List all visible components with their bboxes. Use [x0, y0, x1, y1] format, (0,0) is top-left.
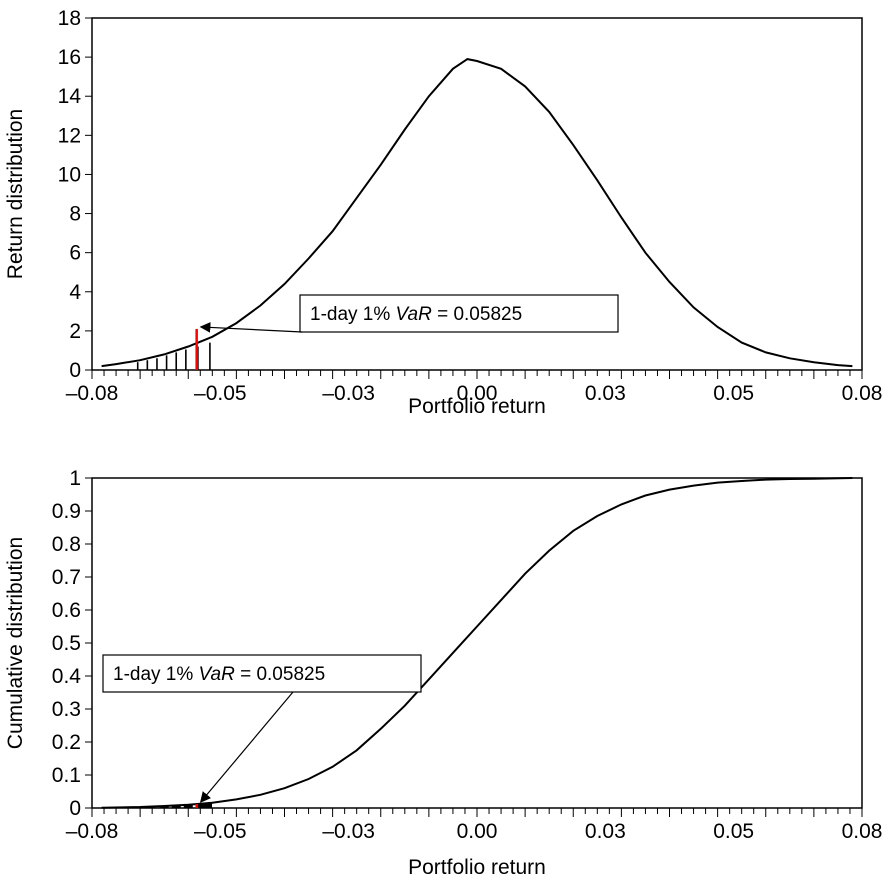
y-tick-label: 0 — [69, 797, 81, 820]
y-axis-title: Cumulative distribution — [4, 537, 27, 749]
y-tick-label: 0.9 — [52, 500, 81, 523]
x-tick-label: 0.08 — [842, 382, 883, 405]
chart-panel-2: –0.08 –0.05 –0.03 0.00 0.03 0.05 0.08 0 0.1 0.2 0.… — [4, 467, 882, 879]
series-line — [101, 58, 853, 368]
series-line — [101, 477, 853, 809]
y-tick-label: 6 — [69, 242, 81, 265]
x-axis-title: Portfolio return — [408, 856, 546, 879]
plot-frame — [91, 477, 863, 809]
tail-bar — [183, 804, 193, 808]
y-tick-label: 0.4 — [52, 665, 82, 688]
y-tick-label: 0.7 — [52, 566, 81, 589]
tail-bar — [195, 803, 205, 808]
annotation-text: 1-day 1% VaR = 0.05825 — [310, 304, 522, 325]
y-axis-title: Return distribution — [4, 109, 27, 279]
annotation-prefix: 1-day 1% — [113, 664, 199, 685]
x-tick-label: 0.08 — [842, 820, 883, 843]
annotation-text: 1-day 1% VaR = 0.05825 — [113, 664, 325, 685]
y-tick-label: 18 — [58, 7, 81, 30]
x-tick-label: –0.08 — [66, 820, 119, 843]
y-tick-label: 0 — [69, 359, 81, 382]
x-axis-title: Portfolio return — [408, 395, 546, 418]
tail-bar — [159, 806, 169, 808]
x-tick-label: 0.00 — [457, 820, 498, 843]
y-tick-label: 8 — [69, 203, 81, 226]
y-tick-label: 14 — [58, 85, 82, 108]
annotation-prefix: 1-day 1% — [310, 304, 396, 325]
tail-bar — [171, 805, 181, 808]
annotation-box — [299, 294, 619, 333]
x-tick-label: –0.03 — [322, 382, 375, 405]
annotation-var: VaR — [199, 664, 236, 685]
annotation-var: VaR — [396, 304, 433, 325]
annotation-arrow — [199, 322, 303, 333]
x-tick-label: 0.00 — [457, 382, 498, 405]
x-tick-label: 0.05 — [713, 382, 754, 405]
annotation-suffix: = 0.05825 — [235, 664, 325, 685]
y-tick-label: 16 — [58, 46, 81, 69]
y-tick-label: 0.6 — [52, 599, 81, 622]
y-tick-label: 0.5 — [52, 632, 81, 655]
y-tick-label: 10 — [58, 163, 81, 186]
y-tick-label: 0.2 — [52, 731, 81, 754]
x-tick-label: –0.08 — [66, 382, 119, 405]
x-tick-label: –0.05 — [194, 820, 247, 843]
annotation-suffix: = 0.05825 — [432, 304, 522, 325]
y-tick-label: 0.8 — [52, 533, 81, 556]
x-tick-label: –0.05 — [194, 382, 247, 405]
annotation-arrow — [199, 691, 294, 803]
y-tick-label: 0.1 — [52, 764, 81, 787]
chart-panel-1: –0.08 –0.05 –0.03 0.00 0.03 0.05 0.08 0 2 4 6 8 10 12… — [4, 7, 882, 418]
y-tick-label: 1 — [69, 467, 81, 490]
y-tick-label: 4 — [69, 281, 81, 304]
y-tick-label: 0.3 — [52, 698, 81, 721]
x-tick-label: 0.03 — [585, 382, 626, 405]
annotation-box — [102, 654, 422, 693]
y-tick-label: 12 — [58, 124, 81, 147]
y-tick-label: 2 — [69, 320, 81, 343]
x-tick-label: –0.03 — [322, 820, 375, 843]
x-tick-label: 0.03 — [585, 820, 626, 843]
x-tick-label: 0.05 — [713, 820, 754, 843]
tail-bar — [203, 802, 212, 808]
